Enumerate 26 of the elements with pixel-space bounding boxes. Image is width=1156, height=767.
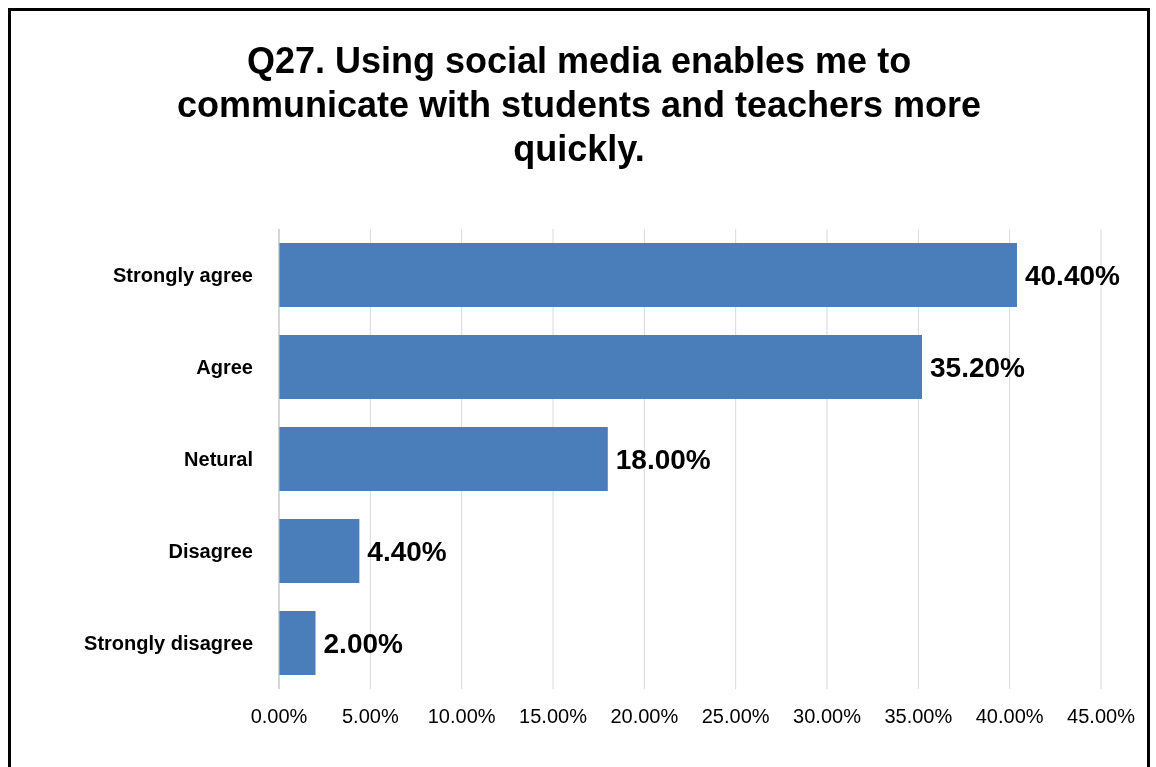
y-tick-label: Netural	[184, 448, 253, 471]
y-tick-label: Strongly disagree	[84, 632, 253, 655]
x-tick-label: 25.00%	[701, 705, 770, 728]
y-tick-label: Strongly agree	[112, 264, 253, 287]
data-label: 18.00%	[615, 443, 711, 475]
y-tick-label: Disagree	[168, 540, 253, 563]
data-label: 35.20%	[929, 351, 1026, 383]
chart-title: Q27. Using social media enables me to communicate with students and teachers more quickly.	[175, 39, 983, 171]
data-label: 40.40%	[1024, 259, 1121, 291]
data-label: 2.00%	[323, 627, 404, 659]
data-label: 4.40%	[367, 535, 447, 567]
x-tick-label: 20.00%	[610, 705, 679, 728]
x-tick-label: 30.00%	[793, 705, 862, 728]
x-tick-label: 40.00%	[975, 705, 1044, 728]
x-tick-label: 0.00%	[250, 705, 308, 728]
x-tick-label: 5.00%	[341, 705, 399, 728]
x-tick-label: 10.00%	[427, 705, 496, 728]
x-tick-label: 45.00%	[1067, 705, 1136, 728]
x-tick-label: 35.00%	[884, 705, 953, 728]
x-tick-label: 15.00%	[519, 705, 588, 728]
bar	[279, 335, 922, 399]
bar	[279, 519, 360, 583]
bar	[279, 611, 316, 675]
bar	[279, 243, 1017, 307]
y-tick-label: Agree	[196, 356, 253, 379]
bar	[279, 427, 608, 491]
